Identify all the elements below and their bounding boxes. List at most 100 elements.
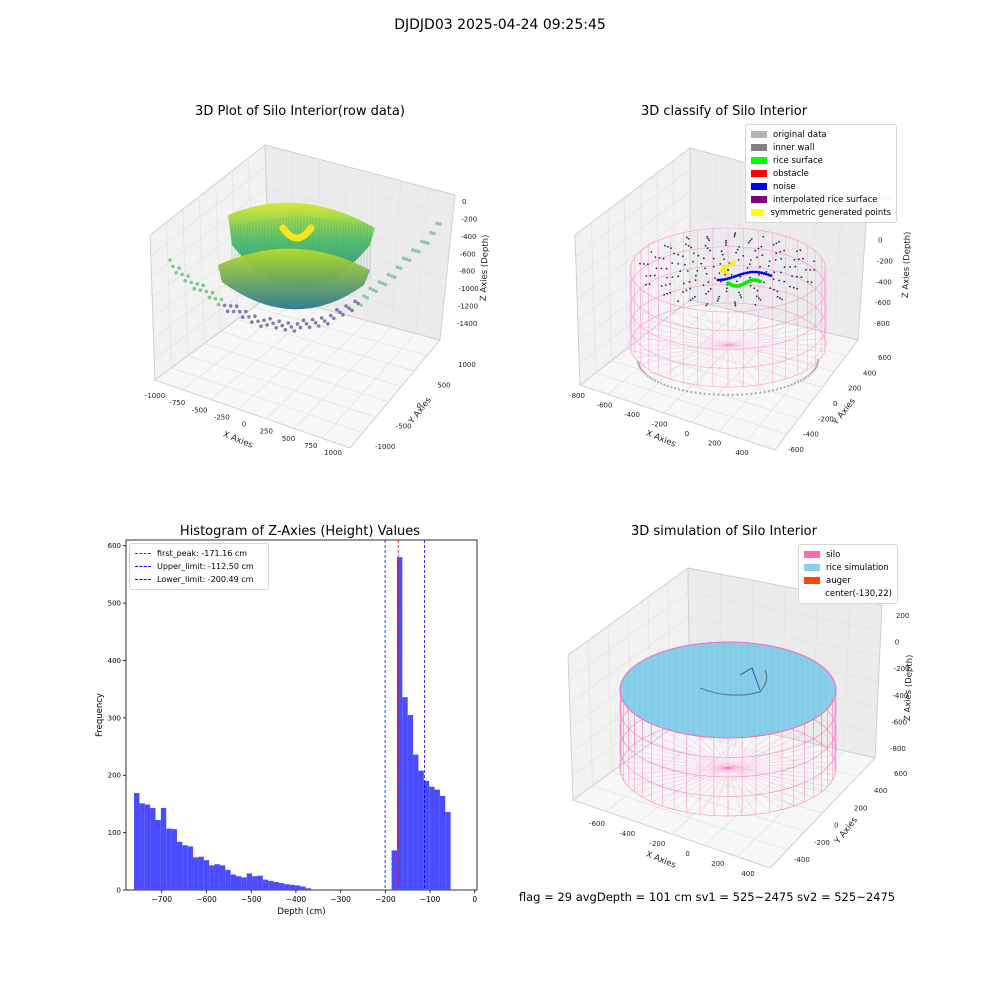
scatter-point [420, 239, 424, 244]
wall-point [813, 367, 817, 371]
floor-spoke [623, 767, 729, 781]
wall-point [659, 382, 663, 385]
scatter-point [432, 231, 436, 236]
class-point [700, 262, 703, 265]
tick-label: -200 [461, 215, 477, 223]
class-point [768, 260, 771, 263]
grid-line [719, 328, 811, 432]
floor-spoke [628, 767, 729, 787]
grid-line [150, 166, 266, 256]
wall-point [736, 393, 739, 396]
floor-spoke [648, 320, 729, 346]
legend-line [135, 566, 151, 567]
legend-label: obstacle [773, 168, 809, 179]
legend-label: noise [773, 181, 796, 192]
tick-label: -250 [214, 413, 230, 421]
histogram-bar [429, 786, 435, 890]
histogram-bar [418, 770, 424, 890]
scatter-point [168, 258, 172, 262]
class-point [756, 256, 758, 259]
class-point [799, 249, 802, 252]
tick-label: 0 [833, 400, 837, 408]
class-point [762, 235, 765, 238]
class-point [687, 244, 690, 247]
class-point [813, 260, 815, 263]
class-point [720, 250, 723, 253]
floor-spoke [634, 331, 729, 346]
scatter-point [344, 304, 348, 308]
wall-point [712, 393, 716, 396]
class-point [749, 259, 752, 261]
tick-label: -600 [875, 299, 891, 307]
class-point [669, 291, 672, 294]
histogram-bar [268, 880, 274, 890]
class-point [667, 246, 669, 248]
scatter-point [304, 322, 309, 326]
wall-point [812, 369, 815, 372]
noise-point [732, 275, 736, 279]
scatter-point [201, 283, 206, 288]
floor-spoke [727, 767, 822, 793]
scatter-point [371, 288, 376, 292]
class-point [650, 251, 653, 253]
grid-line [623, 197, 628, 349]
wall-point [816, 358, 820, 362]
x-tick-label: −500 [241, 895, 262, 904]
class-point [802, 257, 804, 260]
class-point [689, 299, 692, 301]
x-tick-label: −600 [196, 895, 217, 904]
wall-point [763, 390, 766, 394]
histogram-bar [402, 697, 408, 890]
grid-line [674, 311, 847, 357]
wall-point [802, 377, 805, 381]
scatter-point [322, 319, 327, 323]
class-point [687, 237, 690, 240]
tick-label: 400 [741, 870, 754, 878]
scatter-point [259, 324, 263, 329]
class-point [639, 262, 641, 265]
class-point [754, 303, 757, 306]
tick-label: 400 [863, 369, 876, 377]
grid-line [689, 234, 863, 279]
wall-point [641, 369, 644, 372]
class-point [773, 271, 776, 274]
scatter-point [316, 324, 321, 328]
scatter-point [307, 325, 312, 330]
grid-line [578, 256, 691, 343]
histogram-vlines [384, 540, 425, 890]
tick-label: -750 [169, 399, 185, 407]
class-point [736, 280, 738, 283]
class-point [810, 281, 813, 284]
scatter-point [332, 316, 336, 321]
floor-spoke [727, 767, 836, 775]
histogram-bar [396, 557, 403, 890]
tick-label: -500 [192, 406, 208, 414]
symmetric-point [726, 263, 731, 268]
histogram-bar [134, 793, 140, 890]
scatter-point [241, 315, 245, 320]
class-point [758, 273, 760, 276]
grid-line [238, 314, 344, 410]
wall-point [639, 367, 643, 371]
wall-point [726, 393, 730, 397]
floor-spoke [713, 767, 729, 816]
tick-label: -400 [794, 856, 810, 864]
y-tick-label: 300 [108, 714, 121, 722]
noise-point [730, 276, 734, 279]
class-point [723, 258, 726, 260]
scatter-point [244, 309, 248, 314]
class-point [765, 270, 768, 273]
simulation-silo-wireframe [619, 641, 837, 817]
class-point [664, 284, 667, 286]
status-footer: flag = 29 avgDepth = 101 cm sv1 = 525~24… [518, 890, 896, 904]
wall-point [775, 388, 779, 391]
floor-spoke [662, 767, 729, 807]
class-point [694, 279, 697, 281]
class-point [726, 287, 728, 290]
legend-label: center(-130,22) [825, 588, 892, 599]
floor-spoke [727, 325, 816, 346]
class-point [727, 269, 729, 271]
histogram-bar [144, 804, 151, 890]
wall-point [637, 362, 640, 365]
legend-label: inner wall [773, 142, 815, 153]
